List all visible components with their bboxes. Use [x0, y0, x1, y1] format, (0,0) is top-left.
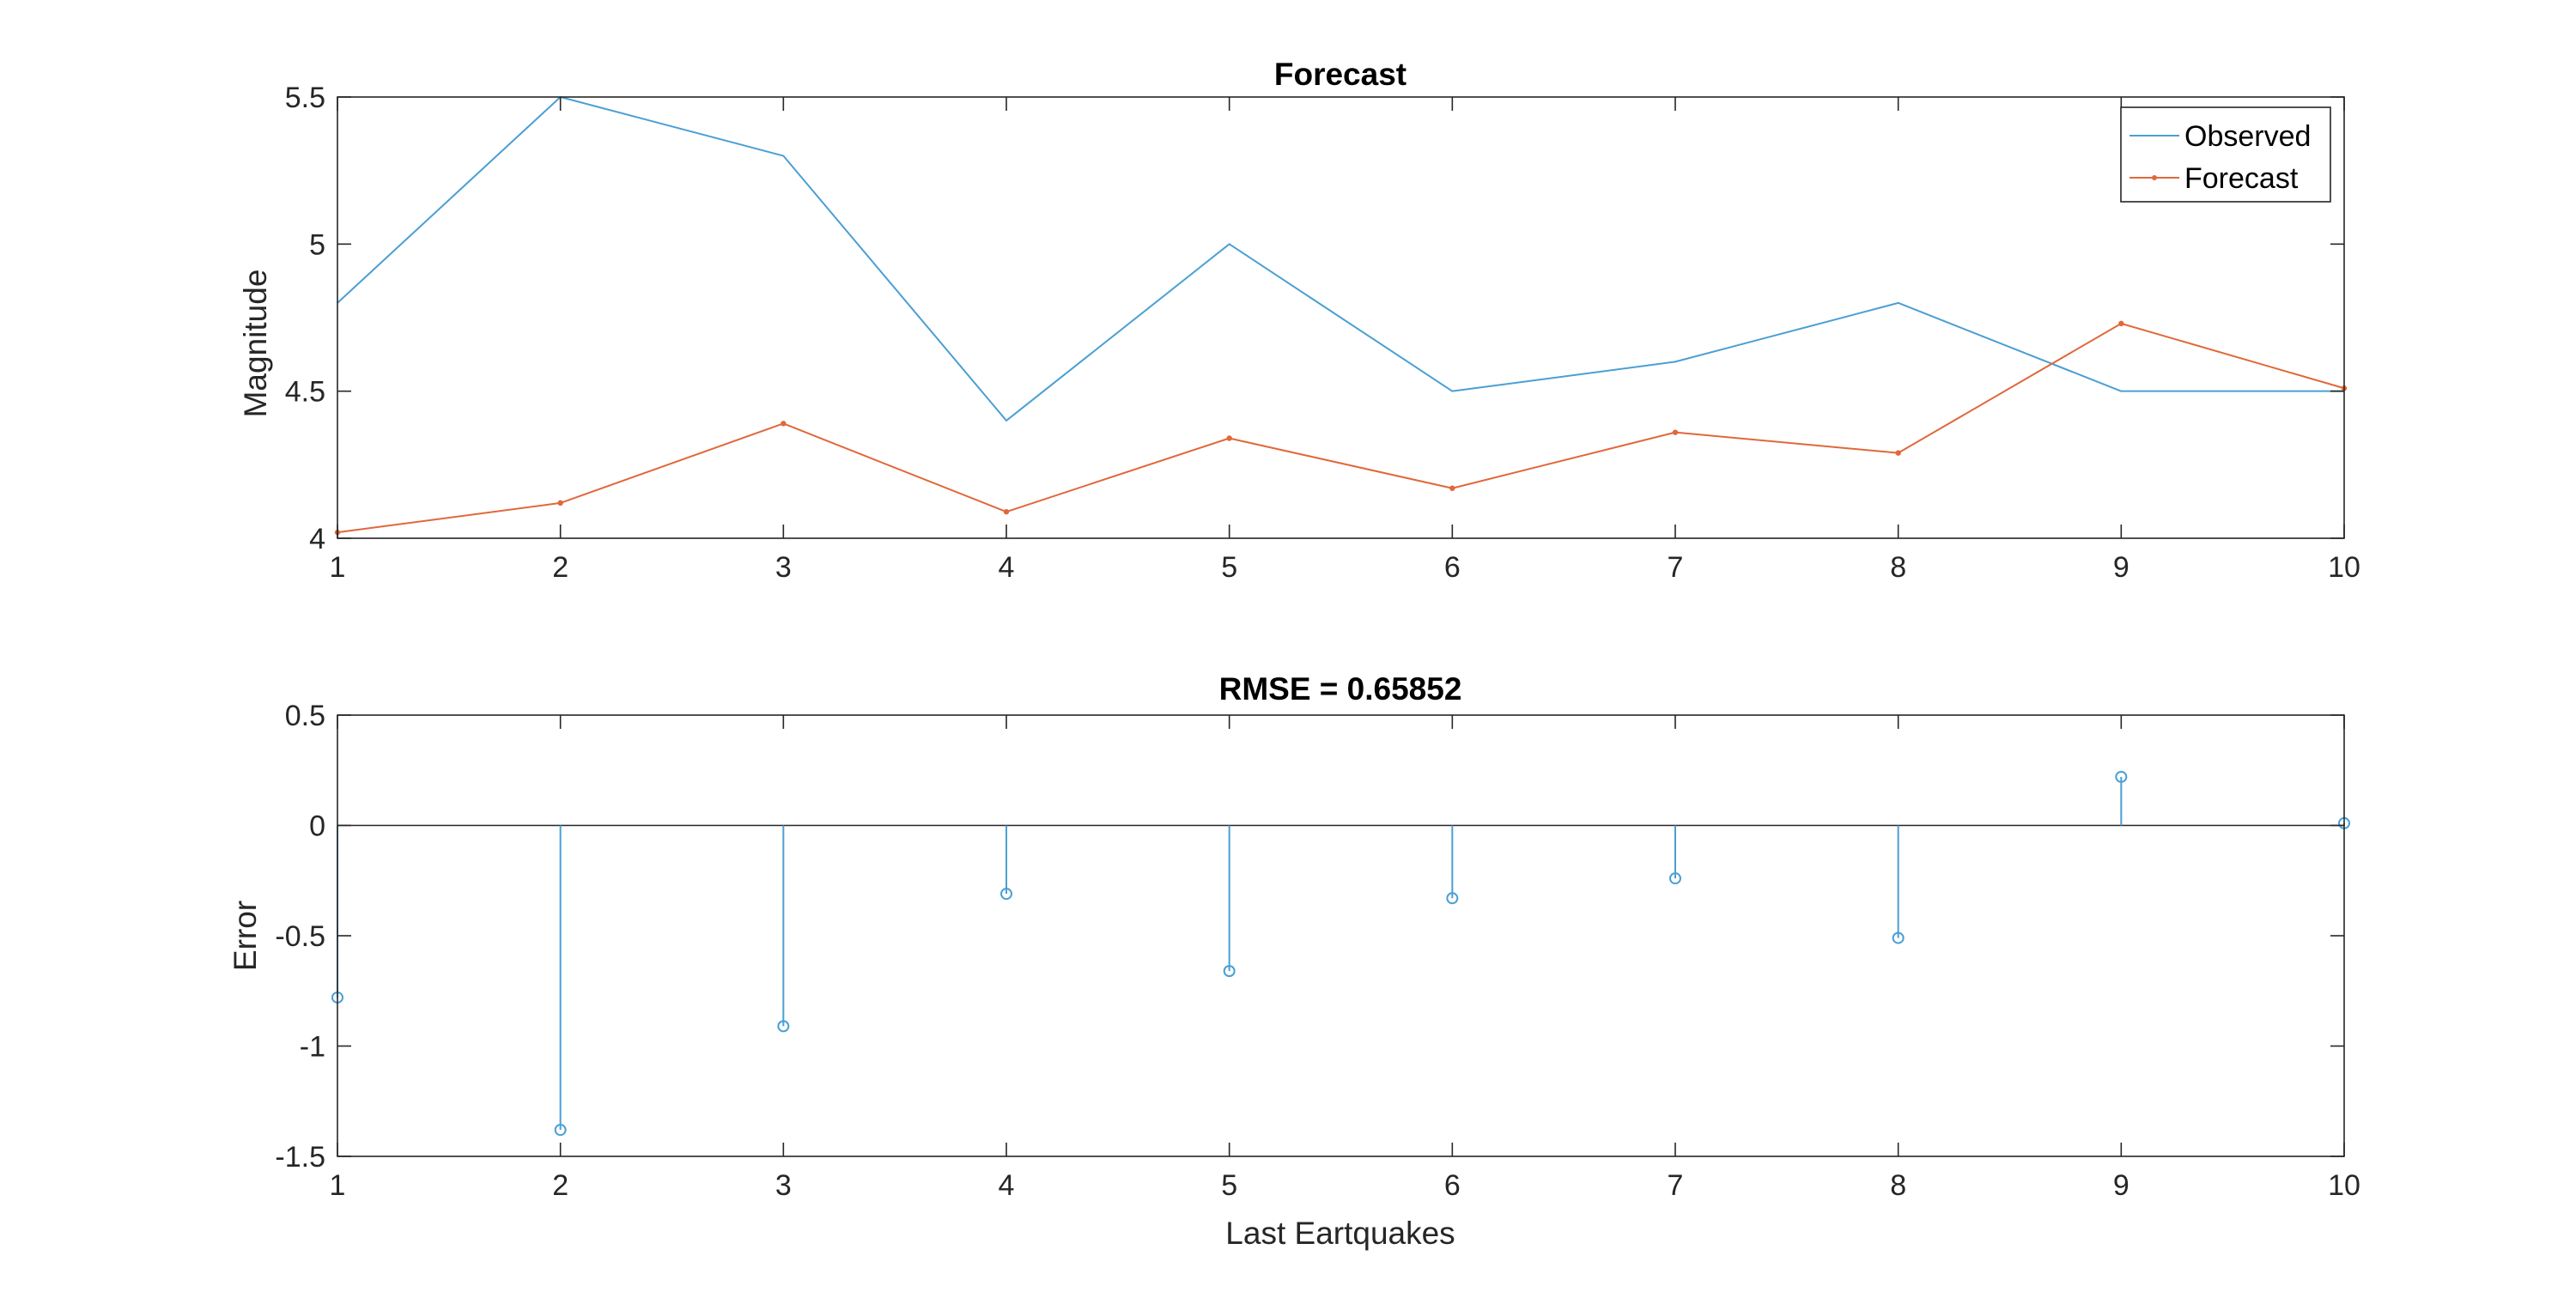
forecast-chart-title: Forecast	[1274, 57, 1406, 92]
magnitude-axis-label: Magnitude	[238, 270, 273, 418]
error-axes: RMSE = 0.65852 Error Last Eartquakes 1 2 3…	[228, 671, 2360, 1251]
error-y-tick-label: 0.5	[285, 700, 325, 732]
error-y-tick-label: -0.5	[275, 920, 325, 953]
forecast-axes: Forecast Magnitude 1 2 3 4 5 6 7 8 9 10 4 4.5 5 5.5 O…	[238, 57, 2360, 584]
error-x-tick-label: 8	[1890, 1169, 1906, 1202]
error-axis-label: Error	[228, 901, 263, 971]
error-stem-marker	[1000, 888, 1012, 901]
error-ticks: 1 2 3 4 5 6 7 8 9 10 -1.5 -1 -0.5 0 0.5	[275, 700, 2360, 1202]
error-y-tick-label: -1	[300, 1031, 325, 1064]
error-x-tick-label: 7	[1668, 1169, 1684, 1202]
error-stem-marker	[1446, 892, 1459, 905]
error-y-tick-label: 0	[309, 810, 325, 843]
legend-forecast-label: Forecast	[2184, 162, 2299, 195]
forecast-data-point	[1003, 508, 1010, 515]
forecast-data-point	[1672, 429, 1679, 435]
forecast-data-point	[557, 500, 563, 506]
forecast-axes-box	[337, 96, 2345, 539]
forecast-x-tick-label: 5	[1221, 551, 1237, 584]
error-stem-marker	[1892, 931, 1905, 944]
forecast-x-tick-label: 4	[999, 551, 1015, 584]
error-x-tick-label: 2	[552, 1169, 568, 1202]
error-x-tick-label: 1	[330, 1169, 346, 1202]
forecast-ticks: 1 2 3 4 5 6 7 8 9 10 4 4.5 5 5.5	[285, 82, 2360, 584]
forecast-x-tick-label: 2	[552, 551, 568, 584]
last-earthquakes-axis-label: Last Eartquakes	[1225, 1216, 1455, 1251]
observed-series-line	[337, 96, 2344, 422]
legend-forecast-marker	[2152, 175, 2157, 180]
error-x-tick-label: 3	[775, 1169, 792, 1202]
error-x-tick-label: 10	[2328, 1169, 2360, 1202]
forecast-y-tick-label: 5.5	[285, 82, 325, 114]
legend-box	[2120, 106, 2331, 203]
forecast-x-tick-label: 9	[2113, 551, 2129, 584]
error-stem-marker	[1669, 872, 1681, 885]
forecast-x-tick-label: 1	[330, 551, 346, 584]
forecast-data-point	[1226, 435, 1232, 441]
error-x-tick-label: 9	[2113, 1169, 2129, 1202]
error-y-tick-label: -1.5	[275, 1141, 325, 1174]
forecast-y-tick-label: 5	[309, 228, 325, 261]
forecast-data-point	[1895, 450, 1901, 456]
forecast-y-tick-label: 4.5	[285, 376, 325, 409]
legend-observed-label: Observed	[2184, 120, 2311, 153]
forecast-x-tick-label: 10	[2328, 551, 2360, 584]
rmse-chart-title: RMSE = 0.65852	[1219, 671, 1462, 707]
error-x-tick-label: 5	[1221, 1169, 1237, 1202]
forecast-data-point	[2118, 320, 2124, 327]
legend: Observed Forecast	[2120, 106, 2331, 203]
forecast-x-tick-label: 8	[1890, 551, 1906, 584]
error-x-tick-label: 4	[999, 1169, 1015, 1202]
forecast-x-tick-label: 6	[1444, 551, 1461, 584]
error-axes-box	[337, 714, 2345, 1157]
error-x-tick-label: 6	[1444, 1169, 1461, 1202]
error-stem-marker	[1223, 965, 1236, 978]
error-stem-marker	[2115, 770, 2128, 783]
error-stem-marker	[554, 1124, 567, 1137]
forecast-data-point	[1449, 485, 1455, 491]
forecast-x-tick-label: 7	[1668, 551, 1684, 584]
forecast-x-tick-label: 3	[775, 551, 792, 584]
forecast-series-line	[337, 322, 2345, 534]
forecast-y-tick-label: 4	[309, 523, 325, 555]
forecast-data-point	[781, 421, 787, 427]
error-stem-marker	[777, 1020, 790, 1033]
